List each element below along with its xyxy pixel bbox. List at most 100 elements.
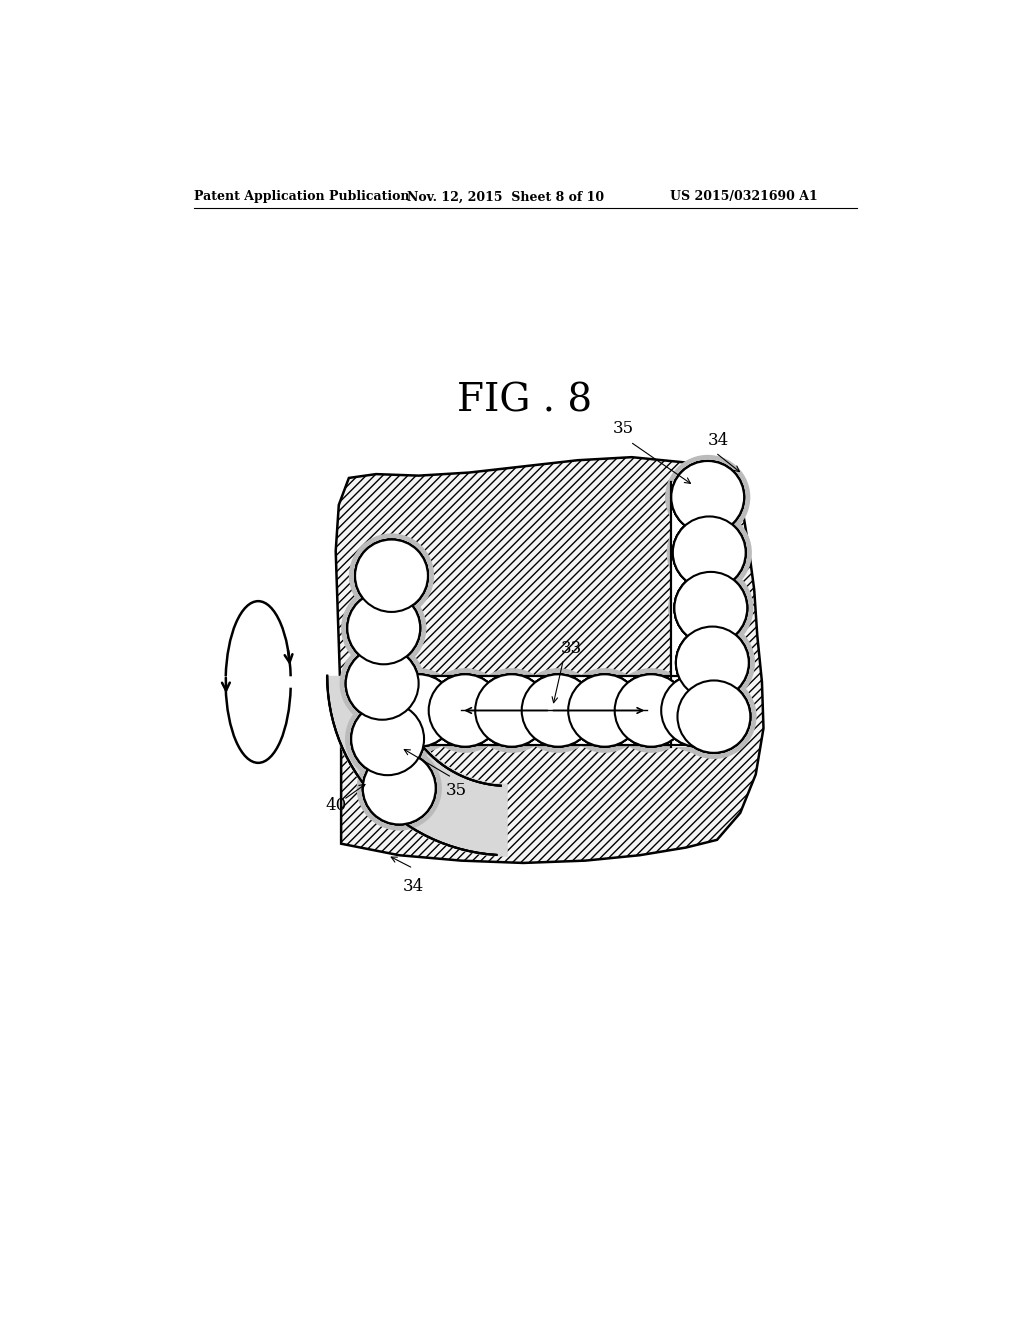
Circle shape <box>351 702 424 775</box>
Circle shape <box>362 752 435 825</box>
Circle shape <box>362 752 435 825</box>
Circle shape <box>673 516 745 589</box>
Circle shape <box>341 586 426 671</box>
Polygon shape <box>326 676 508 857</box>
Circle shape <box>672 461 744 533</box>
Circle shape <box>351 702 424 775</box>
Circle shape <box>669 566 754 651</box>
Circle shape <box>429 675 502 747</box>
Polygon shape <box>671 482 717 747</box>
Circle shape <box>568 675 641 747</box>
Circle shape <box>521 675 595 747</box>
Circle shape <box>346 647 419 719</box>
Circle shape <box>675 572 748 644</box>
Circle shape <box>347 591 420 664</box>
Circle shape <box>355 540 428 612</box>
Circle shape <box>521 675 595 747</box>
Circle shape <box>614 675 687 747</box>
Circle shape <box>346 647 419 719</box>
Circle shape <box>568 675 641 747</box>
Circle shape <box>347 591 420 664</box>
Circle shape <box>362 752 435 825</box>
Circle shape <box>665 455 751 540</box>
Text: Nov. 12, 2015  Sheet 8 of 10: Nov. 12, 2015 Sheet 8 of 10 <box>407 190 604 203</box>
Circle shape <box>676 627 749 700</box>
Circle shape <box>382 675 455 747</box>
Circle shape <box>340 642 425 726</box>
Circle shape <box>355 540 428 612</box>
Circle shape <box>382 675 455 747</box>
Circle shape <box>362 752 435 825</box>
Text: 40: 40 <box>326 797 347 813</box>
Circle shape <box>356 746 442 830</box>
Text: 35: 35 <box>445 781 467 799</box>
Circle shape <box>346 647 419 719</box>
Circle shape <box>662 675 734 747</box>
Circle shape <box>662 675 734 747</box>
Circle shape <box>678 681 751 752</box>
Circle shape <box>475 675 548 747</box>
Circle shape <box>475 675 548 747</box>
Circle shape <box>349 533 434 618</box>
Circle shape <box>355 540 428 612</box>
Circle shape <box>469 668 554 752</box>
Circle shape <box>676 627 749 700</box>
Circle shape <box>672 675 757 759</box>
Text: 34: 34 <box>708 433 729 449</box>
Circle shape <box>382 675 455 747</box>
Circle shape <box>678 681 751 752</box>
Circle shape <box>655 668 740 752</box>
Circle shape <box>346 647 419 719</box>
Circle shape <box>614 675 687 747</box>
Circle shape <box>347 591 420 664</box>
Circle shape <box>515 668 601 752</box>
Text: Patent Application Publication: Patent Application Publication <box>194 190 410 203</box>
Circle shape <box>521 675 595 747</box>
Circle shape <box>568 675 641 747</box>
Circle shape <box>614 675 687 747</box>
Text: US 2015/0321690 A1: US 2015/0321690 A1 <box>671 190 818 203</box>
Polygon shape <box>671 482 717 747</box>
Circle shape <box>673 516 745 589</box>
Polygon shape <box>671 483 717 747</box>
Circle shape <box>672 461 744 533</box>
Circle shape <box>670 620 755 705</box>
Circle shape <box>475 675 548 747</box>
Text: 34: 34 <box>402 878 424 895</box>
Circle shape <box>672 461 744 533</box>
Circle shape <box>355 540 428 612</box>
Circle shape <box>676 627 749 700</box>
Circle shape <box>608 668 693 752</box>
Polygon shape <box>336 457 764 863</box>
Circle shape <box>673 516 745 589</box>
Circle shape <box>675 572 748 644</box>
Text: 35: 35 <box>612 420 634 437</box>
Circle shape <box>429 675 502 747</box>
Circle shape <box>345 697 430 781</box>
Circle shape <box>667 511 752 595</box>
Text: FIG . 8: FIG . 8 <box>458 383 592 420</box>
Circle shape <box>676 627 749 700</box>
Circle shape <box>475 675 548 747</box>
Circle shape <box>429 675 502 747</box>
Circle shape <box>675 572 748 644</box>
Circle shape <box>672 461 744 533</box>
Circle shape <box>351 702 424 775</box>
Circle shape <box>351 702 424 775</box>
Circle shape <box>423 668 508 752</box>
Circle shape <box>662 675 734 747</box>
Text: 33: 33 <box>560 640 582 657</box>
Circle shape <box>382 675 455 747</box>
Circle shape <box>673 516 745 589</box>
Circle shape <box>429 675 502 747</box>
Circle shape <box>376 668 461 752</box>
Circle shape <box>347 591 420 664</box>
Circle shape <box>562 668 647 752</box>
Circle shape <box>678 681 751 752</box>
Circle shape <box>675 572 748 644</box>
Polygon shape <box>369 676 717 744</box>
Circle shape <box>568 675 641 747</box>
Polygon shape <box>365 676 717 744</box>
Circle shape <box>662 675 734 747</box>
Circle shape <box>678 681 751 752</box>
